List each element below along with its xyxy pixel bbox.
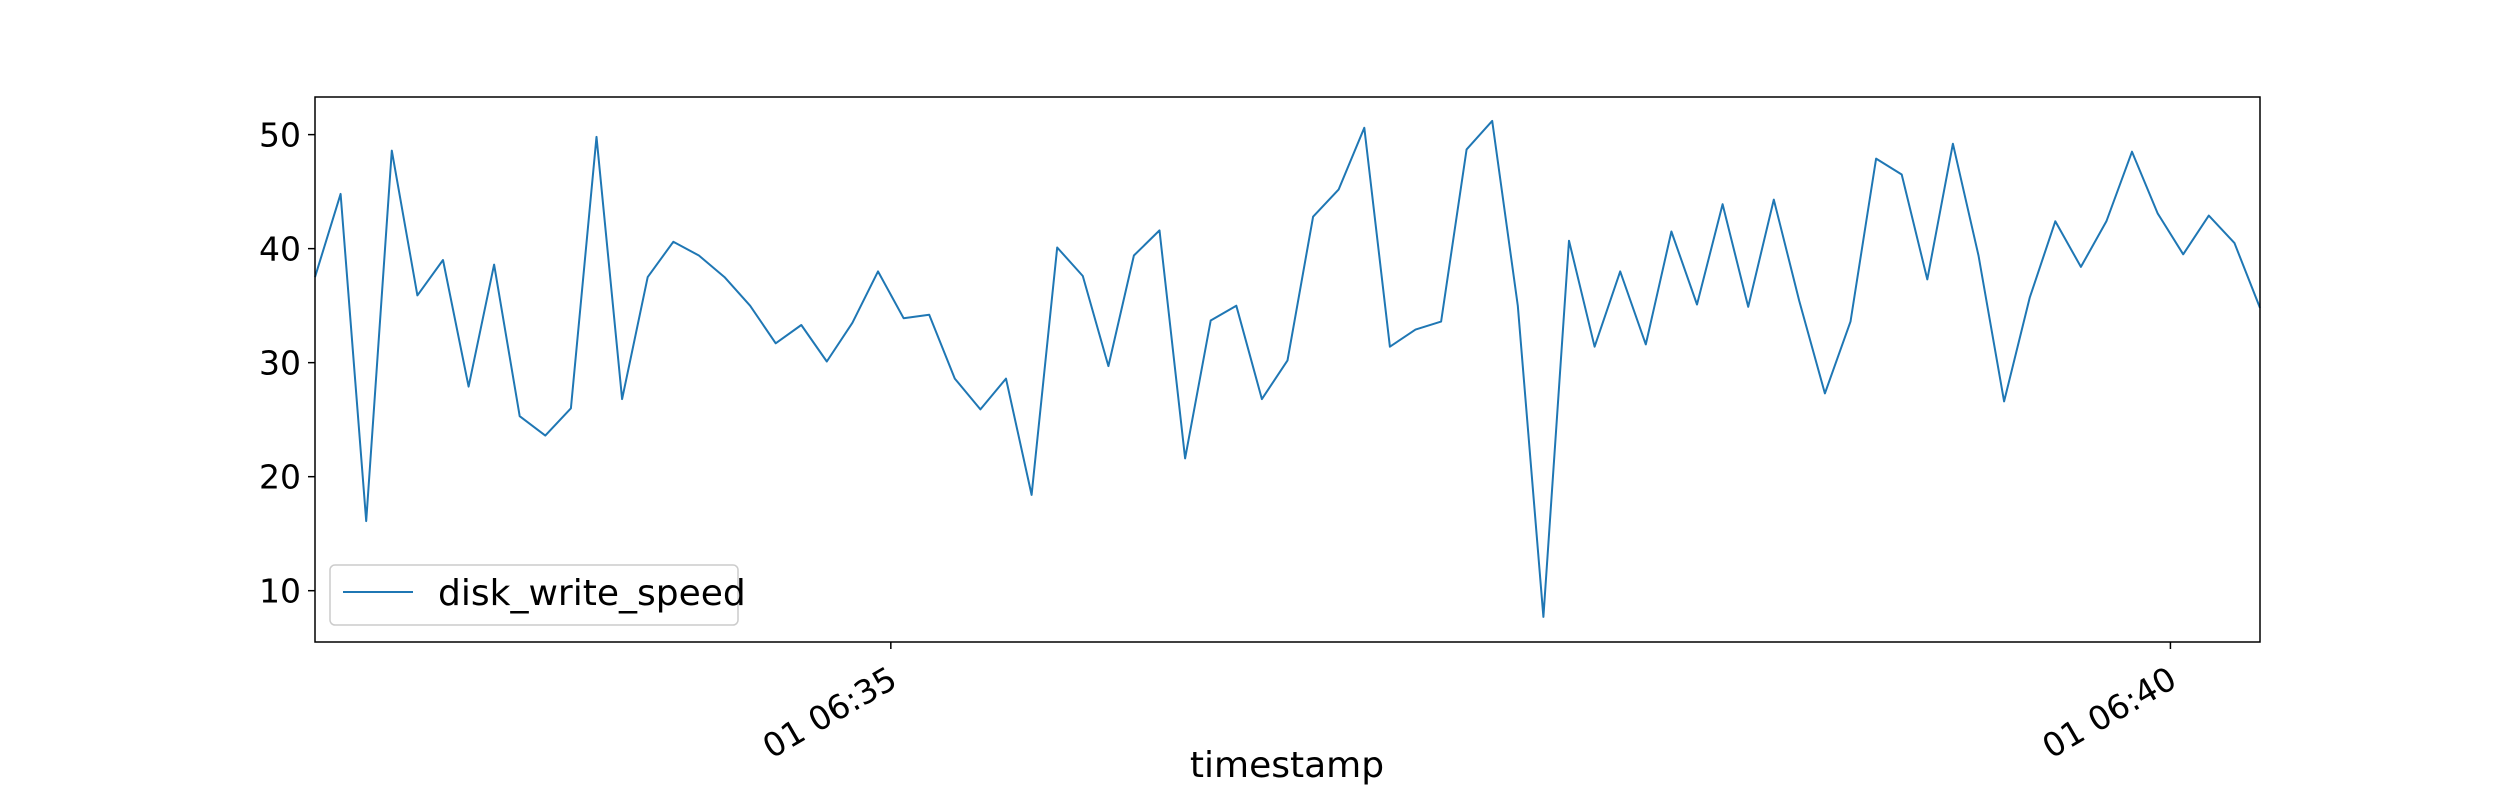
y-axis: 10 20 30 40 50 xyxy=(259,116,315,611)
legend-label: disk_write_speed xyxy=(438,573,746,614)
x-tick-label: 01 06:35 xyxy=(756,659,903,767)
x-tick-label: 01 06:40 xyxy=(2036,659,2183,767)
y-tick-label: 10 xyxy=(259,572,301,611)
x-axis: 01 06:35 01 06:40 xyxy=(756,642,2183,766)
plot-area-frame xyxy=(314,96,2261,643)
legend-box xyxy=(329,564,739,626)
y-tick-label: 40 xyxy=(259,230,301,269)
series-line-disk-write-speed xyxy=(314,119,2261,618)
y-tick-label: 50 xyxy=(259,116,301,155)
plot-area-background xyxy=(315,97,2260,642)
x-axis-label: timestamp xyxy=(1190,745,1384,786)
legend: disk_write_speed xyxy=(329,564,746,626)
series-layer xyxy=(314,119,2261,618)
y-tick-label: 30 xyxy=(259,344,301,383)
y-tick-label: 20 xyxy=(259,458,301,497)
